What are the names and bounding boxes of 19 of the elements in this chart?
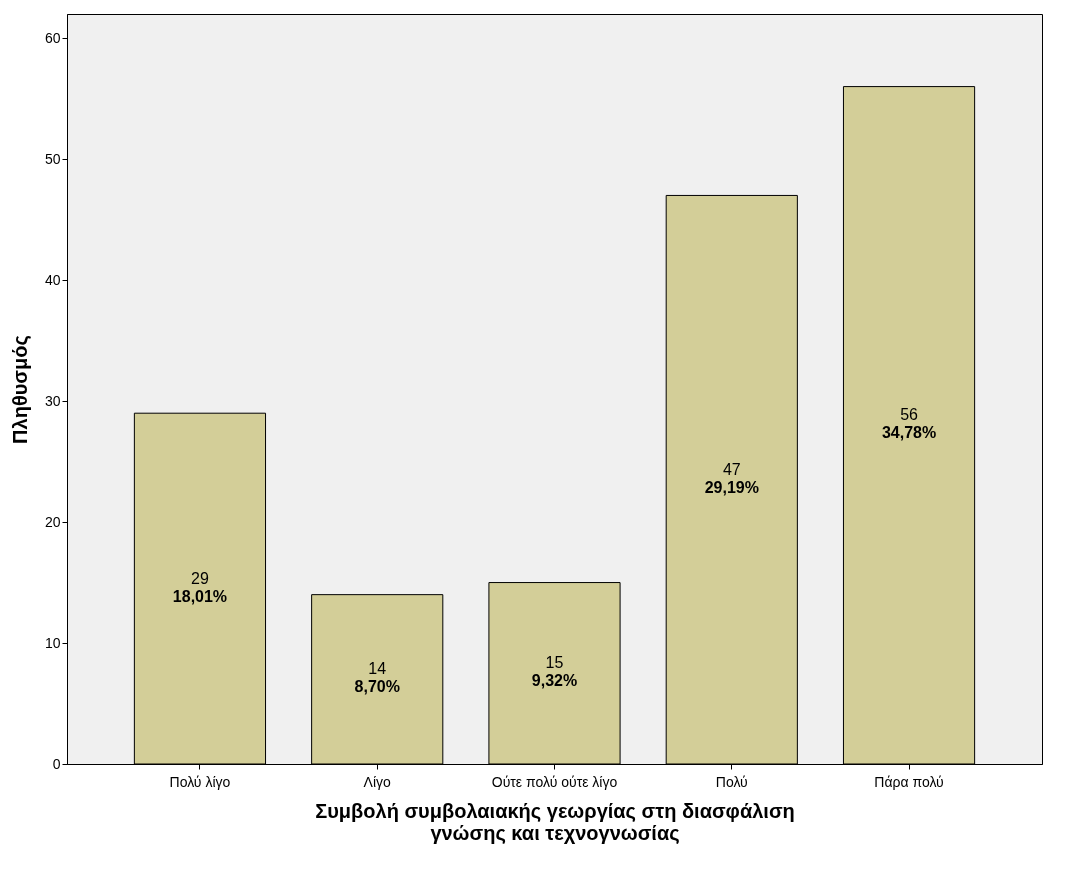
x-tick-label: Πολύ — [715, 773, 748, 790]
y-tick-label: 30 — [44, 392, 61, 409]
x-axis-title: Συμβολή συμβολαιακής γεωργίας στη διασφάλιση γνώσης και τεχνογνωσίας — [315, 799, 795, 844]
x-tick-label: Λίγο — [363, 773, 392, 790]
text: 56 34,78% — [881, 406, 937, 442]
text: 14 8,70% — [354, 660, 400, 696]
x-tick-label: Ούτε πολύ ούτε λίγο — [491, 773, 618, 790]
text: 47 29,19% — [704, 460, 759, 496]
y-axis-title: Πληθυσμός — [8, 335, 31, 444]
y-tick-label: 0 — [52, 755, 61, 772]
y-tick-label: 20 — [44, 513, 61, 530]
y-tick-label: 50 — [44, 150, 61, 167]
text: 15 9,32% — [531, 654, 578, 690]
y-tick-label: 40 — [44, 271, 61, 288]
y-tick-label: 10 — [44, 634, 61, 651]
x-tick-label: Πολύ λίγο — [169, 773, 231, 790]
x-tick-label: Πάρα πολύ — [874, 773, 944, 790]
y-tick-label: 60 — [44, 29, 61, 46]
text: 29 18,01% — [172, 569, 228, 605]
